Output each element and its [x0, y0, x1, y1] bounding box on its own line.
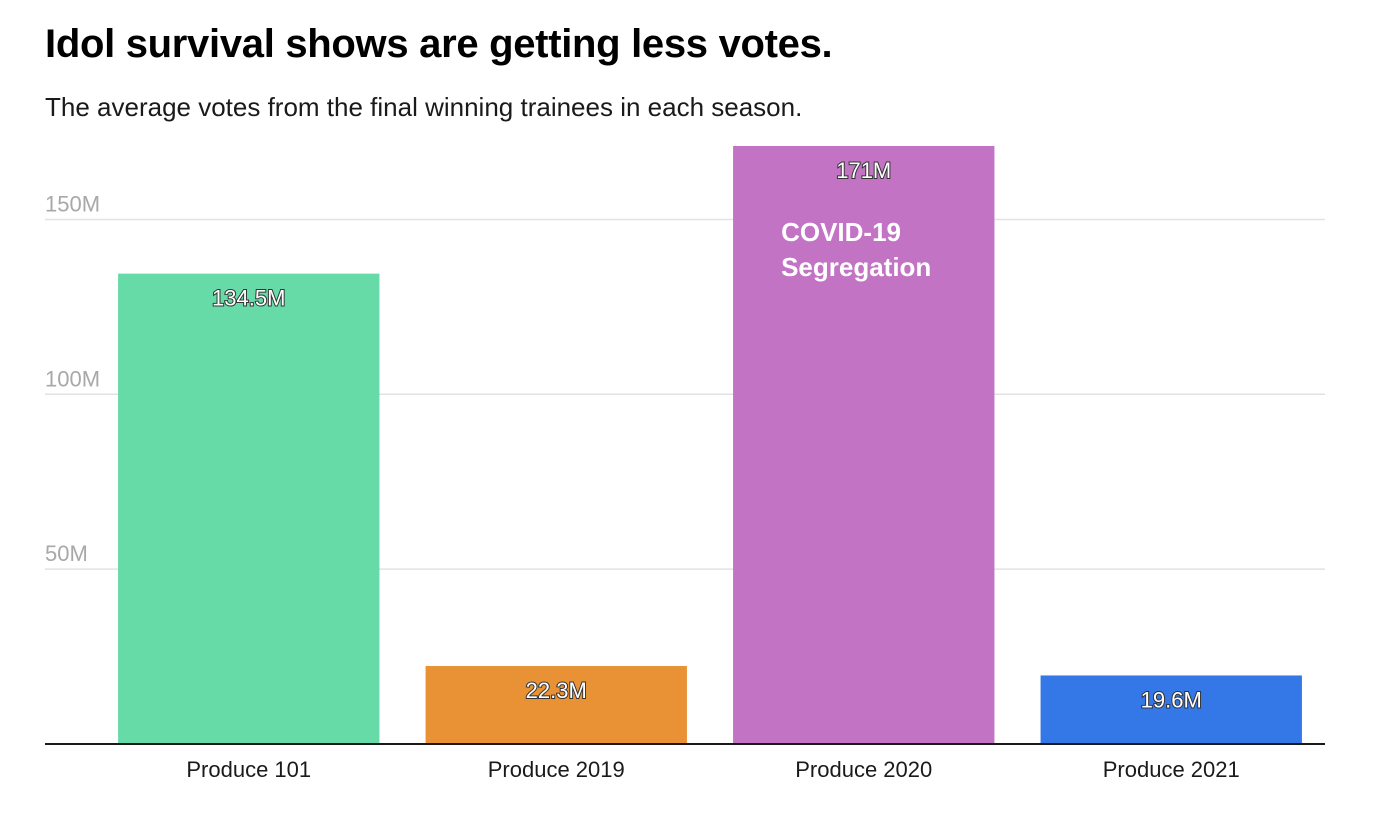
- bar: [733, 146, 995, 744]
- x-tick-label: Produce 101: [186, 757, 311, 782]
- x-tick-label: Produce 2021: [1103, 757, 1240, 782]
- annotation-text: Segregation: [781, 252, 931, 282]
- data-label: 171M: [836, 158, 891, 183]
- chart-title: Idol survival shows are getting less vot…: [45, 22, 833, 66]
- y-tick-label: 100M: [45, 366, 100, 391]
- bar: [425, 666, 687, 744]
- annotation-text: COVID-19: [781, 217, 901, 247]
- bar: [118, 273, 380, 744]
- chart-subtitle: The average votes from the final winning…: [45, 92, 803, 122]
- data-label: 19.6M: [1141, 687, 1202, 712]
- y-tick-label: 150M: [45, 191, 100, 216]
- data-labels: 134.5M 22.3M 171M COVID-19 Segregation 19.6M: [211, 157, 1203, 713]
- data-label: 22.3M: [526, 678, 587, 703]
- x-tick-label: Produce 2020: [795, 757, 932, 782]
- bar: [1040, 675, 1302, 744]
- data-label: 134.5M: [212, 286, 285, 311]
- bars: [118, 146, 1302, 744]
- x-tick-label: Produce 2019: [488, 757, 625, 782]
- y-tick-label: 50M: [45, 541, 88, 566]
- x-axis: Produce 101 Produce 2019 Produce 2020 Produ…: [45, 743, 1325, 782]
